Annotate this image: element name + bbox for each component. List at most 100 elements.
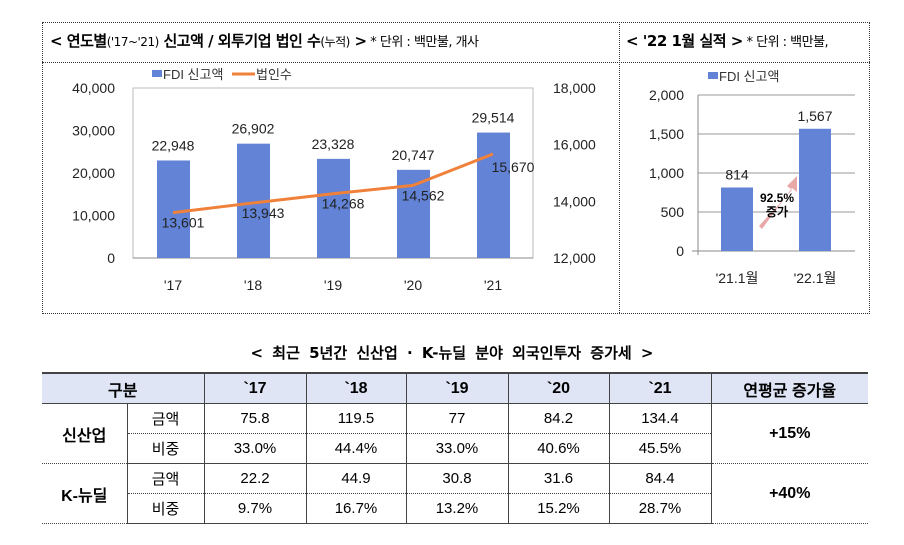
value-cell: 45.5% (608, 433, 711, 464)
bar (799, 128, 831, 251)
bar-label: 29,514 (472, 110, 515, 126)
table-header: 구분 `17 `18 `19 `20 `21 연평균 증가율 (42, 372, 868, 404)
y-tick: 500 (661, 204, 685, 220)
unit-note: * 단위 : 백만불, 개사 (366, 35, 479, 50)
annual-chart: 0 10,000 20,000 30,000 40,000 12,000 14,000 16,… (72, 67, 596, 293)
growth-rate: +15% (710, 403, 868, 464)
table-row: 비중 9.7% 16.7% 13.2% 15.2% 28.7% (42, 493, 868, 524)
annotation: 증가 (766, 204, 788, 219)
growth-table: 구분 `17 `18 `19 `20 `21 연평균 증가율 신산업 금액 75.8… (42, 372, 868, 524)
title-main: < 연도별 (50, 32, 107, 50)
x-tick: '17 (164, 277, 182, 293)
y-tick: 1,000 (649, 165, 684, 181)
table-row: 신산업 금액 75.8 119.5 77 84.2 134.4 +15% (42, 403, 868, 464)
x-tick: '18 (244, 277, 262, 293)
bar-label: 23,328 (312, 136, 355, 152)
bar-label: 20,747 (392, 147, 435, 163)
header-cell: `17 (203, 372, 306, 404)
value-cell: 9.7% (203, 493, 306, 524)
january-chart: 0 500 1,000 1,500 2,000 814 '21.1월 1,567 '22.1월 9… (649, 69, 855, 286)
y-tick: 1,500 (649, 126, 684, 142)
bar (317, 158, 350, 258)
chart-frame (42, 22, 870, 314)
group-label: K-뉴딜 (42, 463, 127, 524)
y-tick: 2,000 (649, 87, 684, 103)
table-row: 비중 33.0% 44.4% 33.0% 40.6% 45.5% (42, 433, 868, 464)
growth-arrow-icon (759, 176, 797, 229)
title-range: ('17~'21) (106, 35, 160, 49)
header-cell: `19 (405, 372, 508, 404)
row-label: 금액 (126, 403, 204, 434)
table-title: < 최근 5년간 신산업 · K-뉴딜 분야 외국인투자 증가세 > (250, 344, 654, 362)
y-right-tick: 18,000 (553, 80, 596, 96)
row-label: 금액 (126, 463, 204, 494)
header-cell: `18 (305, 372, 406, 404)
title-close: > (349, 32, 368, 50)
value-cell: 134.4 (608, 403, 711, 434)
value-cell: 119.5 (305, 403, 406, 434)
bar-label: 1,567 (797, 108, 832, 124)
bar (157, 160, 190, 258)
value-cell: 84.2 (507, 403, 609, 434)
header-cell: `21 (608, 372, 711, 404)
value-cell: 77 (405, 403, 508, 434)
header-cell: 연평균 증가율 (710, 372, 868, 404)
title-rest: 신고액 / 외투기업 법인 수 (158, 32, 321, 50)
x-tick: '21.1월 (716, 270, 759, 286)
y-left-tick: 0 (107, 250, 115, 266)
x-tick: '19 (324, 277, 342, 293)
row-label: 비중 (126, 493, 204, 524)
line-label: 13,601 (162, 215, 205, 231)
y-right-tick: 12,000 (553, 250, 596, 266)
value-cell: 44.4% (305, 433, 406, 464)
legend-label: FDI 신고액 (163, 67, 223, 82)
value-cell: 33.0% (405, 433, 508, 464)
line-label: 14,562 (402, 187, 445, 203)
bar (721, 187, 753, 251)
right-chart-title: < '22 1월 실적 > * 단위 : 백만불, (626, 30, 829, 51)
annotation: 92.5% (760, 191, 794, 205)
legend-bar-swatch (152, 70, 162, 77)
unit-note: * 단위 : 백만불, (742, 35, 829, 50)
line-label: 13,943 (242, 205, 285, 221)
y-left-tick: 30,000 (72, 123, 115, 139)
value-cell: 16.7% (305, 493, 406, 524)
value-cell: 40.6% (507, 433, 609, 464)
y-left-tick: 40,000 (72, 80, 115, 96)
x-tick: '21 (484, 277, 502, 293)
legend-bar-swatch (708, 72, 718, 79)
y-tick: 0 (676, 243, 684, 259)
value-cell: 31.6 (507, 463, 609, 494)
value-cell: 75.8 (203, 403, 306, 434)
bar-label: 22,948 (152, 137, 195, 153)
value-cell: 13.2% (405, 493, 508, 524)
legend-label: 법인수 (256, 67, 292, 82)
value-cell: 84.4 (608, 463, 711, 494)
value-cell: 22.2 (203, 463, 306, 494)
line-label: 15,670 (492, 159, 535, 175)
divider (619, 22, 620, 313)
x-tick: '20 (404, 277, 422, 293)
bar (477, 132, 510, 258)
growth-rate: +40% (710, 463, 868, 524)
y-right-tick: 14,000 (553, 193, 596, 209)
title-sub: (누적) (320, 35, 350, 49)
value-cell: 33.0% (203, 433, 306, 464)
left-chart-title: < 연도별('17~'21) 신고액 / 외투기업 법인 수(누적) > * 단… (50, 30, 479, 51)
group-label: 신산업 (42, 403, 127, 464)
bar-label: 26,902 (232, 121, 275, 137)
table-row: K-뉴딜 금액 22.2 44.9 30.8 31.6 84.4 +40% (42, 463, 868, 524)
header-cell: 구분 (42, 372, 204, 404)
divider (42, 62, 870, 63)
row-label: 비중 (126, 433, 204, 464)
bar-label: 814 (725, 167, 749, 183)
y-left-tick: 20,000 (72, 165, 115, 181)
value-cell: 28.7% (608, 493, 711, 524)
header-cell: `20 (507, 372, 609, 404)
legend-label: FDI 신고액 (719, 69, 779, 84)
y-right-tick: 16,000 (553, 137, 596, 153)
y-left-tick: 10,000 (72, 208, 115, 224)
title-main: < '22 1월 실적 > (626, 32, 743, 50)
value-cell: 30.8 (405, 463, 508, 494)
